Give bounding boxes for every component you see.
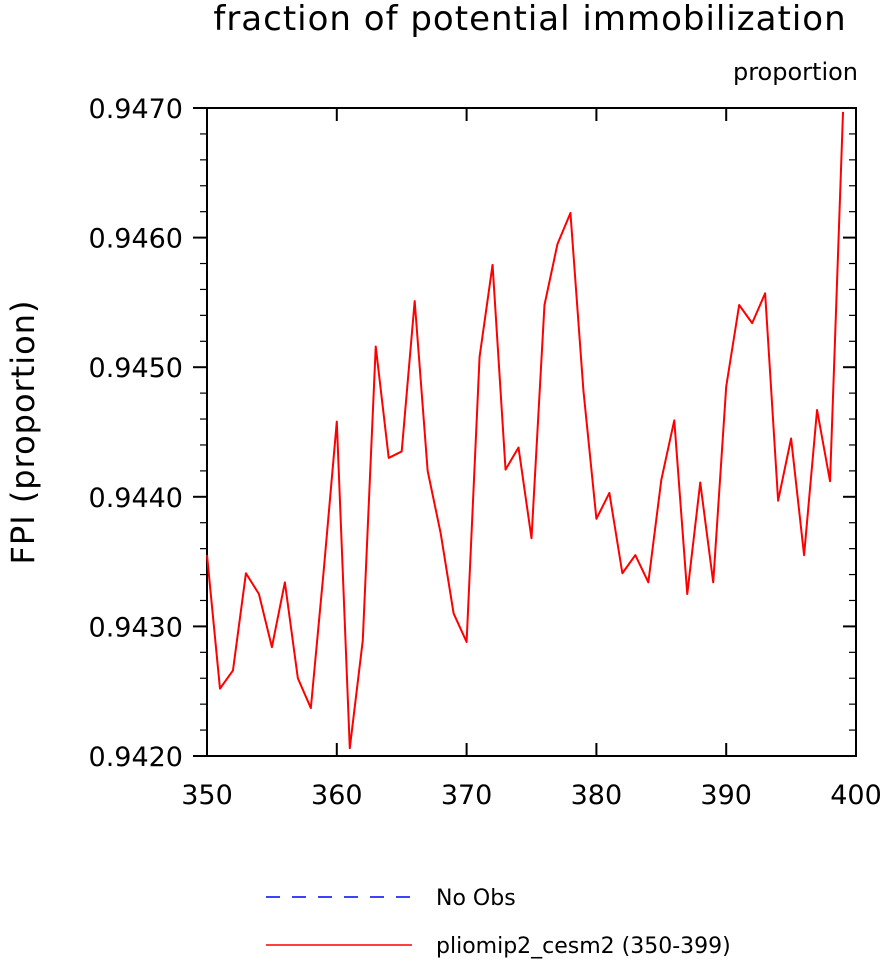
x-tick-label: 400 xyxy=(830,780,882,811)
x-tick-label: 380 xyxy=(571,780,623,811)
legend-label-pliomip2-cesm2: pliomip2_cesm2 (350-399) xyxy=(436,934,731,959)
y-tick-label: 0.9450 xyxy=(89,353,183,384)
y-tick-labels: 0.9420 0.9430 0.9440 0.9450 0.9460 0.9470 xyxy=(89,94,183,773)
legend-label-no-obs: No Obs xyxy=(436,886,516,911)
series-line-0 xyxy=(206,111,845,750)
chart-title: fraction of potential immobilization xyxy=(213,0,846,39)
x-tick-label: 360 xyxy=(311,780,363,811)
x-tick-labels: 350 360 370 380 390 400 xyxy=(181,780,882,811)
axis-ticks xyxy=(193,107,857,757)
y-axis-label: FPI (proportion) xyxy=(4,300,42,565)
x-tick-label: 370 xyxy=(441,780,493,811)
y-tick-label: 0.9440 xyxy=(89,483,183,514)
x-tick-label: 390 xyxy=(700,780,752,811)
legend: No Obs pliomip2_cesm2 (350-399) xyxy=(266,886,731,959)
y-tick-label: 0.9470 xyxy=(89,94,183,125)
y-tick-label: 0.9420 xyxy=(89,742,183,773)
y-tick-label: 0.9430 xyxy=(89,612,183,643)
series-layer xyxy=(206,111,845,750)
units-label: proportion xyxy=(733,58,858,86)
x-tick-label: 350 xyxy=(181,780,233,811)
plot-frame xyxy=(206,107,857,757)
y-tick-label: 0.9460 xyxy=(89,224,183,255)
